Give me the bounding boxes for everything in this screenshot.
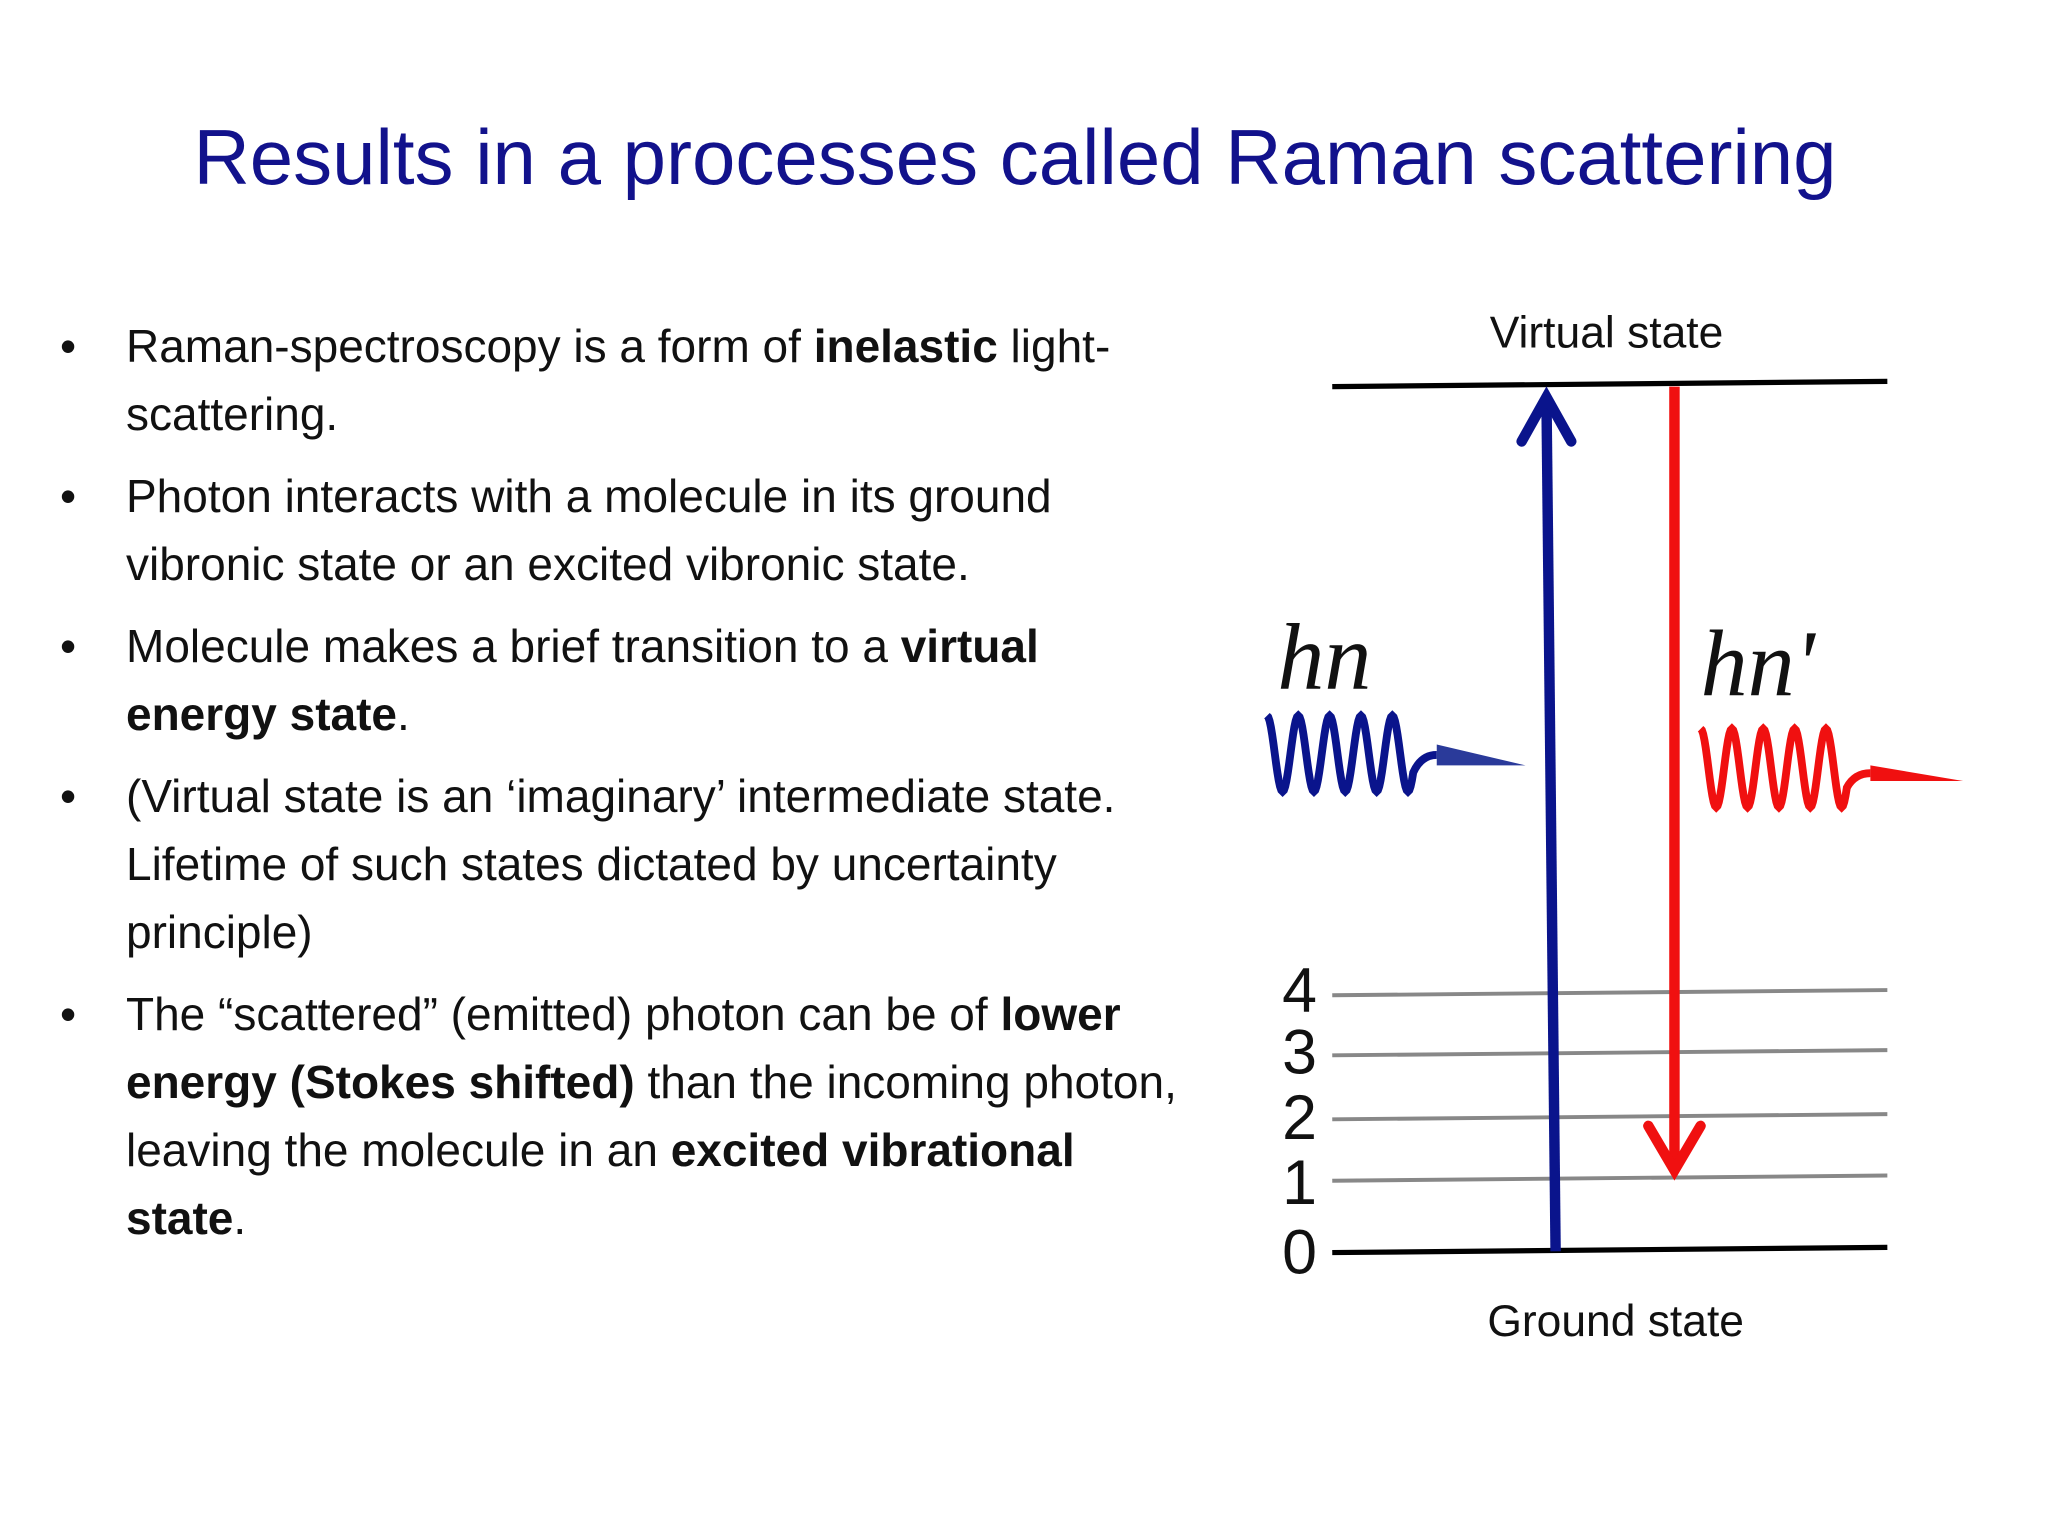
ground-level (1332, 1244, 1888, 1256)
bullet-text: virtual energy state (126, 620, 1039, 740)
bullet-text: inelastic (813, 320, 998, 372)
level-line (1332, 1112, 1888, 1122)
bullet-text: . (233, 1192, 247, 1244)
scattered-wave (1697, 723, 1871, 813)
scattered-photon-label: hn' (1701, 612, 1817, 716)
level-label: 3 (1282, 1018, 1317, 1088)
level-line (1332, 988, 1888, 998)
virtual-level (1332, 378, 1888, 390)
bullet-text: (Virtual state is an ‘imaginary’ interme… (126, 770, 1116, 958)
bullet-text: light-scattering. (126, 320, 1111, 440)
bullet-text: Photon interacts with a molecule in its … (126, 470, 1052, 590)
slide-title: Results in a processes called Raman scat… (193, 113, 1837, 201)
level-line (1332, 1048, 1888, 1058)
level-line (1332, 1173, 1888, 1183)
level-label: 1 (1282, 1148, 1317, 1218)
bullet-text: lower energy (Stokes shifted) (126, 988, 1121, 1108)
incident-photon-label: hn (1277, 605, 1371, 709)
bullet: The “scattered” (emitted) photon can be … (60, 980, 1190, 1252)
bullet: (Virtual state is an ‘imaginary’ interme… (60, 762, 1190, 966)
bullet-text: . (397, 688, 410, 740)
incident-wave (1264, 710, 1437, 798)
bullet-text: excited vibrational state (126, 1124, 1075, 1244)
bullet-list: Raman-spectroscopy is a form of inelasti… (60, 312, 1190, 1266)
bullet: Molecule makes a brief transition to a v… (60, 612, 1190, 748)
level-label: 4 (1282, 956, 1317, 1026)
arrow-head (1643, 1120, 1706, 1181)
bullet: Photon interacts with a molecule in its … (60, 462, 1190, 598)
virtual-state-label: Virtual state (1490, 308, 1724, 357)
bullet-text: The “scattered” (emitted) photon can be … (126, 988, 1001, 1040)
arrow-head (1516, 386, 1577, 447)
bullet-text: than the incoming photon, leaving the mo… (126, 1056, 1177, 1176)
bullet-text: Molecule makes a brief transition to a (126, 620, 901, 672)
ground-state-label: Ground state (1487, 1297, 1744, 1346)
bullet-text: Raman-spectroscopy is a form of (126, 320, 814, 372)
level-label: 2 (1282, 1083, 1317, 1153)
wave-head (1870, 765, 1964, 782)
bullet: Raman-spectroscopy is a form of inelasti… (60, 312, 1190, 448)
wave-head (1436, 744, 1526, 766)
level-label: 0 (1282, 1217, 1317, 1287)
excitation-arrow (1541, 397, 1561, 1252)
